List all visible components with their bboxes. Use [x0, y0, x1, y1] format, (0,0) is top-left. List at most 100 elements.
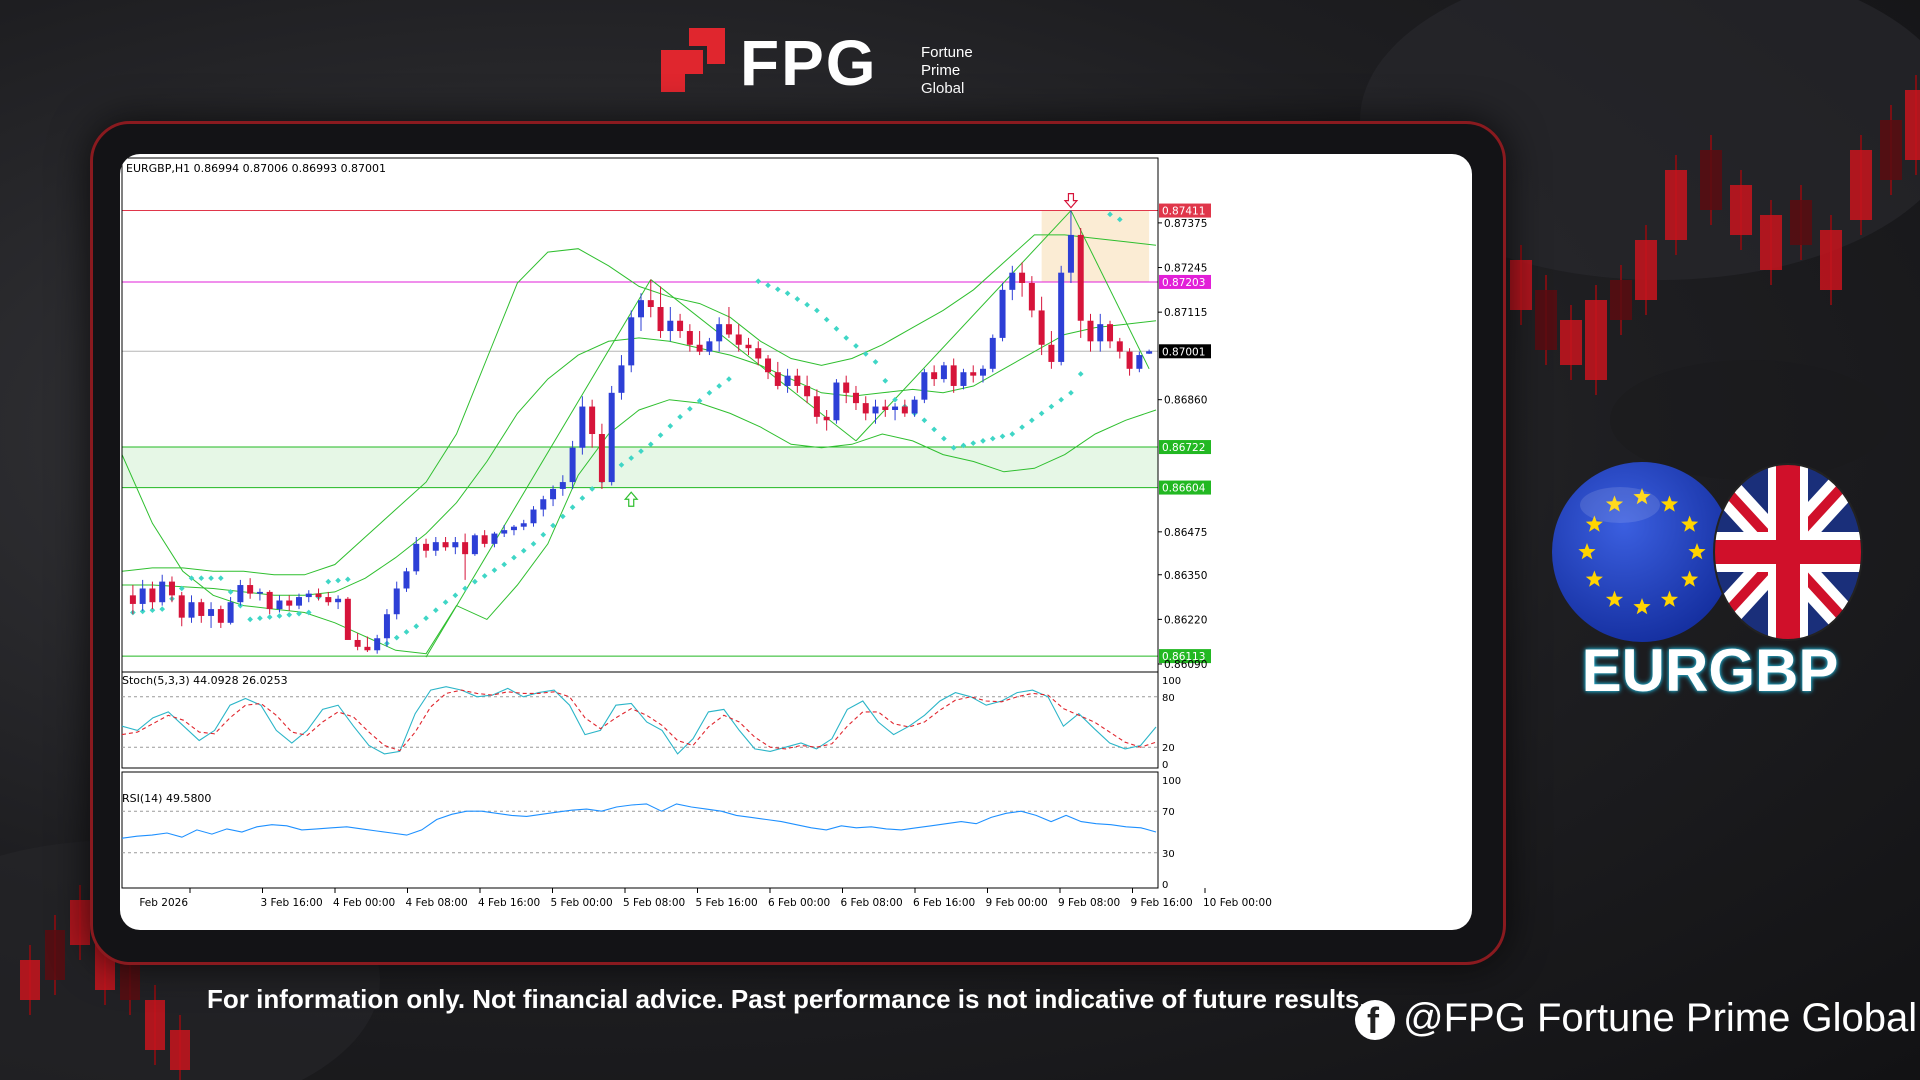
stochastic-series-line: [121, 689, 1157, 752]
bg-candle-body: [1665, 170, 1687, 240]
candle-body: [354, 639, 361, 647]
eu-star-icon: [1681, 515, 1699, 532]
sar-dot: [403, 629, 410, 635]
eu-star-icon: [1633, 488, 1651, 505]
candle-body: [423, 543, 430, 551]
sar-dot: [618, 462, 625, 468]
bg-candle-body: [1610, 280, 1632, 320]
zone-rect: [1041, 210, 1150, 282]
rsi-axis-label: 30: [1162, 849, 1175, 860]
eu-star-icon: [1585, 570, 1603, 587]
candle-body: [452, 542, 459, 548]
bg-candle-body: [1760, 215, 1782, 270]
sar-dot: [970, 440, 977, 446]
x-tick-label: 3 Feb 16:00: [261, 897, 323, 909]
candle-body: [677, 320, 684, 332]
level-label-bg: [1159, 274, 1211, 289]
level-label-bg: [1159, 203, 1211, 218]
sar-dot: [198, 575, 205, 582]
sar-dot: [188, 575, 195, 582]
candle-body: [813, 396, 820, 417]
candle-body: [765, 358, 772, 373]
sar-dot: [706, 389, 713, 396]
sar-dot: [423, 615, 429, 622]
candle-body: [139, 588, 146, 604]
candle-body: [716, 324, 723, 342]
x-tick-label: 9 Feb 08:00: [1058, 897, 1120, 909]
rsi-frame: [121, 771, 1159, 889]
candle-body: [892, 406, 899, 410]
candle-body: [618, 365, 625, 393]
sar-dot: [247, 616, 253, 623]
candle-body: [735, 334, 742, 345]
x-tick-label: 6 Feb 16:00: [913, 897, 975, 909]
candle-body: [823, 416, 830, 421]
x-tick-label: 10 Feb 00:00: [1203, 897, 1272, 909]
candle-body: [1116, 341, 1123, 352]
chart-header: EURGBP,H1 0.86994 0.87006 0.86993 0.8700…: [126, 162, 386, 175]
sar-dot: [667, 423, 674, 429]
y-tick-label: 0.86860: [1164, 395, 1207, 407]
sar-dot: [579, 495, 586, 501]
candle-body: [696, 344, 703, 352]
candle-body: [911, 399, 918, 414]
candle-body: [188, 602, 195, 618]
sar-dot: [325, 578, 332, 585]
pair-label: EURGBP: [1581, 637, 1839, 704]
bg-candle-body: [1535, 290, 1557, 350]
rsi-axis-label: 70: [1162, 807, 1175, 818]
candle-body: [315, 593, 322, 598]
candle-body: [1087, 320, 1094, 342]
candle-body: [1067, 234, 1074, 273]
candle-body: [686, 331, 693, 345]
candle-body: [667, 320, 674, 332]
candle-body: [168, 581, 175, 596]
sar-dot: [696, 398, 703, 404]
sar-dot: [814, 307, 820, 314]
sar-dot: [960, 442, 967, 449]
candle-body: [657, 307, 664, 332]
candle-body: [227, 602, 234, 623]
sar-dot: [218, 575, 224, 582]
candle-body: [1146, 351, 1153, 354]
uk-flag: [1713, 463, 1863, 641]
eu-star-icon: [1585, 515, 1603, 532]
sar-dot: [159, 606, 166, 612]
candle-body: [247, 585, 254, 594]
sar-dot: [413, 623, 420, 630]
brand-name: FPG: [740, 27, 878, 99]
sar-dot: [511, 554, 517, 561]
rsi-header: RSI(14) 49.5800: [122, 792, 211, 805]
candle-body: [540, 499, 547, 510]
sar-dot: [950, 444, 957, 451]
arrow-down-icon: [1063, 192, 1079, 209]
candle-body: [804, 385, 811, 397]
y-tick-label: 0.87115: [1164, 307, 1207, 319]
candle-body: [745, 344, 752, 349]
level-label: 0.87001: [1162, 346, 1205, 358]
eu-star-icon: [1660, 495, 1679, 512]
candle-body: [510, 526, 517, 531]
sar-dot: [882, 377, 889, 384]
sar-dot: [833, 325, 840, 332]
level-label: 0.86604: [1162, 483, 1206, 495]
candle-body: [364, 646, 371, 651]
eu-star-icon: [1578, 543, 1596, 560]
stochastic-axis-label: 100: [1162, 676, 1181, 687]
tagline-line-1: Fortune: [921, 44, 973, 61]
sar-dot: [257, 615, 263, 622]
eu-star-icon: [1605, 590, 1624, 607]
sar-dot: [726, 376, 732, 382]
candle-body: [266, 591, 273, 610]
eu-star-icon: [1660, 590, 1679, 607]
sar-dot: [540, 531, 547, 538]
bollinger-lower-line: [121, 399, 1157, 655]
sar-dot: [560, 513, 566, 520]
level-label-bg: [1159, 344, 1211, 359]
rsi-axis-label: 0: [1162, 880, 1168, 891]
x-tick-label: 5 Feb 00:00: [551, 897, 613, 909]
eu-star-icon: [1681, 570, 1699, 587]
sar-dot: [1009, 431, 1016, 437]
candle-body: [1028, 282, 1035, 311]
sar-dot: [941, 435, 947, 442]
